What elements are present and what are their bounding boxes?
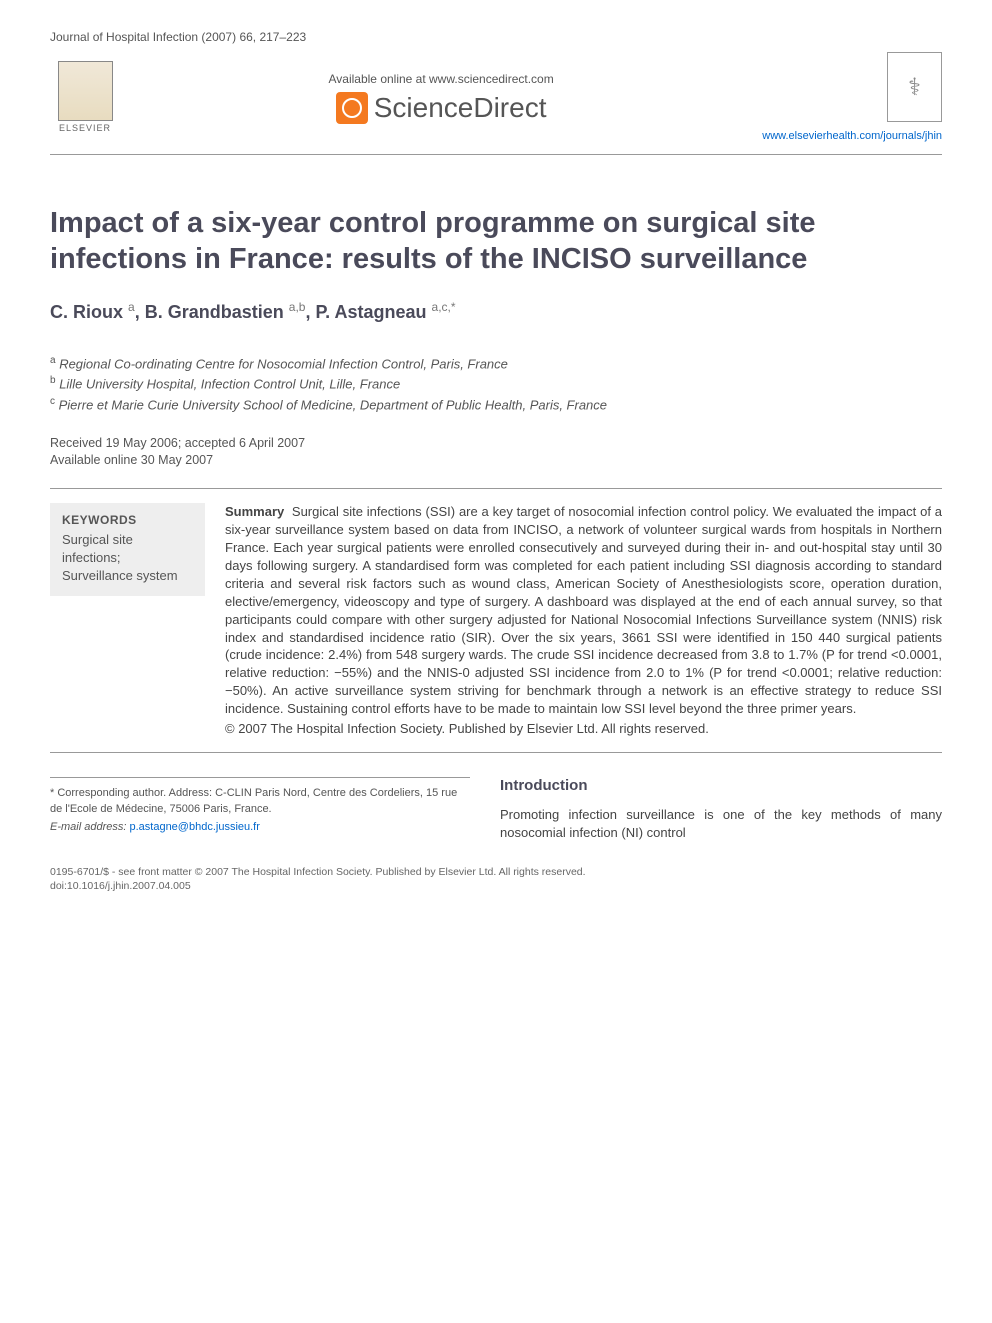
summary-body: Surgical site infections (SSI) are a key… <box>225 504 942 716</box>
article-dates: Received 19 May 2006; accepted 6 April 2… <box>50 435 942 470</box>
keywords-heading: KEYWORDS <box>62 513 193 527</box>
sciencedirect-logo: ScienceDirect <box>120 92 762 124</box>
journal-url-link[interactable]: www.elsevierhealth.com/journals/jhin <box>762 130 942 142</box>
introduction-block: Introduction Promoting infection surveil… <box>500 777 942 842</box>
his-journal-logo: ⚕ <box>887 52 942 122</box>
summary-label: Summary <box>225 504 284 519</box>
email-line: E-mail address: p.astagne@bhdc.jussieu.f… <box>50 821 470 833</box>
author-2: B. Grandbastien a,b <box>145 302 306 322</box>
footer-doi-line: doi:10.1016/j.jhin.2007.04.005 <box>50 879 942 894</box>
available-online-text: Available online at www.sciencedirect.co… <box>120 72 762 86</box>
keywords-box: KEYWORDS Surgical site infections; Surve… <box>50 503 205 596</box>
available-online-date: Available online 30 May 2007 <box>50 452 942 470</box>
elsevier-label: ELSEVIER <box>59 123 111 133</box>
received-accepted-date: Received 19 May 2006; accepted 6 April 2… <box>50 435 942 453</box>
email-label: E-mail address: <box>50 821 126 833</box>
page-footer: 0195-6701/$ - see front matter © 2007 Th… <box>50 865 942 894</box>
article-title: Impact of a six-year control programme o… <box>50 205 942 278</box>
author-1: C. Rioux a <box>50 302 135 322</box>
introduction-text: Promoting infection surveillance is one … <box>500 806 942 842</box>
affiliations-block: a Regional Co-ordinating Centre for Noso… <box>50 353 942 415</box>
sciencedirect-label: ScienceDirect <box>374 92 547 124</box>
affiliation-b: b Lille University Hospital, Infection C… <box>50 373 942 394</box>
affiliation-a: a Regional Co-ordinating Centre for Noso… <box>50 353 942 374</box>
summary-paragraph: Summary Surgical site infections (SSI) a… <box>225 503 942 718</box>
elsevier-tree-icon <box>58 61 113 121</box>
summary-copyright: © 2007 The Hospital Infection Society. P… <box>225 720 942 738</box>
sciencedirect-icon <box>336 92 368 124</box>
keywords-text: Surgical site infections; Surveillance s… <box>62 531 193 586</box>
corresponding-author-block: * Corresponding author. Address: C-CLIN … <box>50 777 470 842</box>
abstract-section: KEYWORDS Surgical site infections; Surve… <box>50 488 942 753</box>
affiliation-c: c Pierre et Marie Curie University Schoo… <box>50 394 942 415</box>
elsevier-logo: ELSEVIER <box>50 57 120 137</box>
authors-line: C. Rioux a, B. Grandbastien a,b, P. Asta… <box>50 300 942 323</box>
journal-citation: Journal of Hospital Infection (2007) 66,… <box>50 30 306 44</box>
summary-column: Summary Surgical site infections (SSI) a… <box>225 503 942 738</box>
corresponding-label: * Corresponding author. <box>50 787 166 799</box>
corresponding-email-link[interactable]: p.astagne@bhdc.jussieu.fr <box>129 821 259 833</box>
footer-copyright-line: 0195-6701/$ - see front matter © 2007 Th… <box>50 865 942 880</box>
header-divider <box>50 154 942 155</box>
corresponding-text: * Corresponding author. Address: C-CLIN … <box>50 786 470 817</box>
author-3: P. Astagneau a,c,* <box>315 302 455 322</box>
introduction-heading: Introduction <box>500 777 942 794</box>
